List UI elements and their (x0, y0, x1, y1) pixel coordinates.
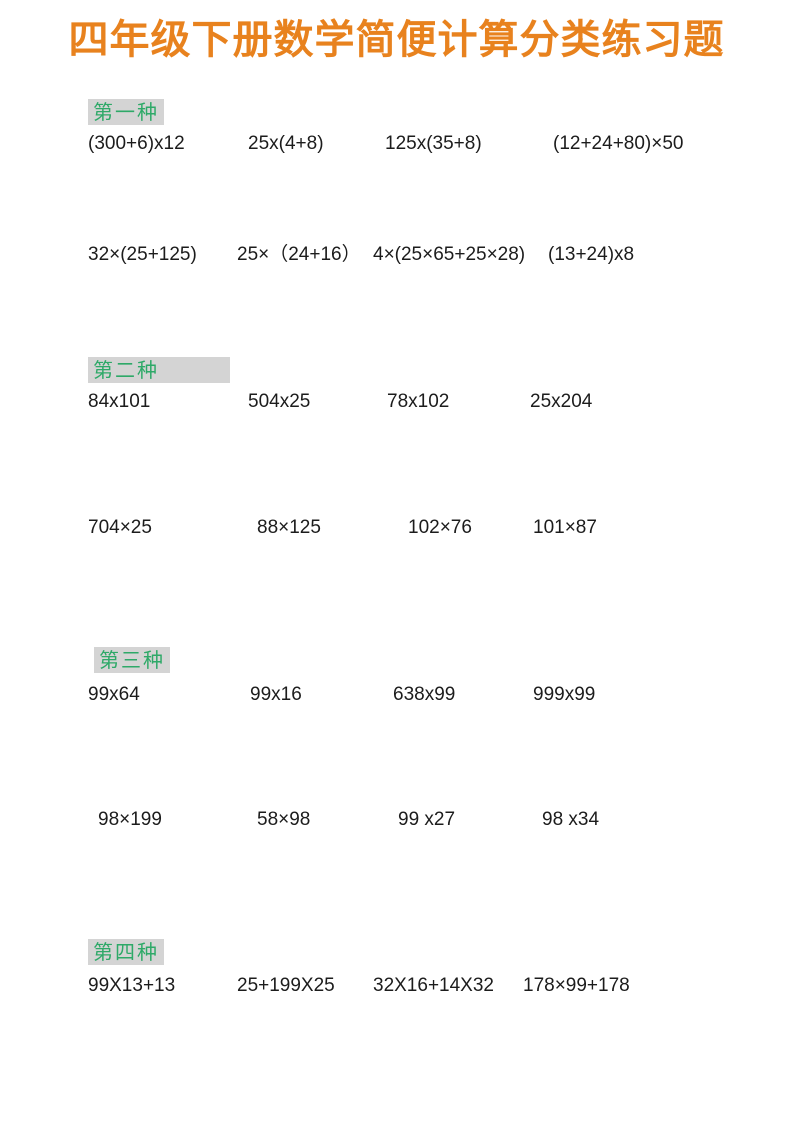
section-1-heading: 第一种 (88, 99, 164, 125)
math-expression: 58×98 (257, 809, 311, 830)
math-expression: 88×125 (257, 517, 321, 538)
math-expression: 98 x34 (542, 809, 600, 830)
math-expression: (13+24)x8 (548, 244, 635, 265)
math-expression: 4×(25×65+25×28) (373, 244, 526, 265)
math-expression: (12+24+80)×50 (553, 133, 684, 154)
math-expression: 32X16+14X32 (373, 975, 494, 996)
math-expression: 84x101 (88, 391, 151, 412)
math-expression: 101×87 (533, 517, 597, 538)
math-expression: 178×99+178 (523, 975, 630, 996)
math-expression: 999x99 (533, 684, 596, 705)
math-expression: 25x204 (530, 391, 593, 412)
math-expression: 704×25 (88, 517, 152, 538)
math-expression: 32×(25+125) (88, 244, 197, 265)
page-title-part1: 四年级下册数学 (68, 17, 356, 63)
math-expression: 99x64 (88, 684, 140, 705)
math-expression: 125x(35+8) (385, 133, 482, 154)
math-expression: 99X13+13 (88, 975, 176, 996)
section-3-heading: 第三种 (94, 647, 170, 673)
math-expression: 99x16 (250, 684, 302, 705)
math-expression: 25+199X25 (237, 975, 335, 996)
math-expression: 99 x27 (398, 809, 456, 830)
math-expression: 504x25 (248, 391, 311, 412)
page-title-part2: 简便计算分类练习题 (355, 16, 725, 63)
math-expression: (300+6)x12 (88, 133, 185, 154)
math-expression: 102×76 (408, 517, 472, 538)
section-4-heading: 第四种 (88, 939, 164, 965)
section-2-heading: 第二种 (88, 357, 230, 383)
math-expression: 638x99 (393, 684, 456, 705)
page-title: 四年级下册数学简便计算分类练习题 (0, 16, 793, 64)
math-expression: 25×（24+16） (237, 244, 361, 265)
math-expression: 25x(4+8) (248, 133, 324, 154)
math-expression: 78x102 (387, 391, 450, 412)
math-expression: 98×199 (98, 809, 162, 830)
